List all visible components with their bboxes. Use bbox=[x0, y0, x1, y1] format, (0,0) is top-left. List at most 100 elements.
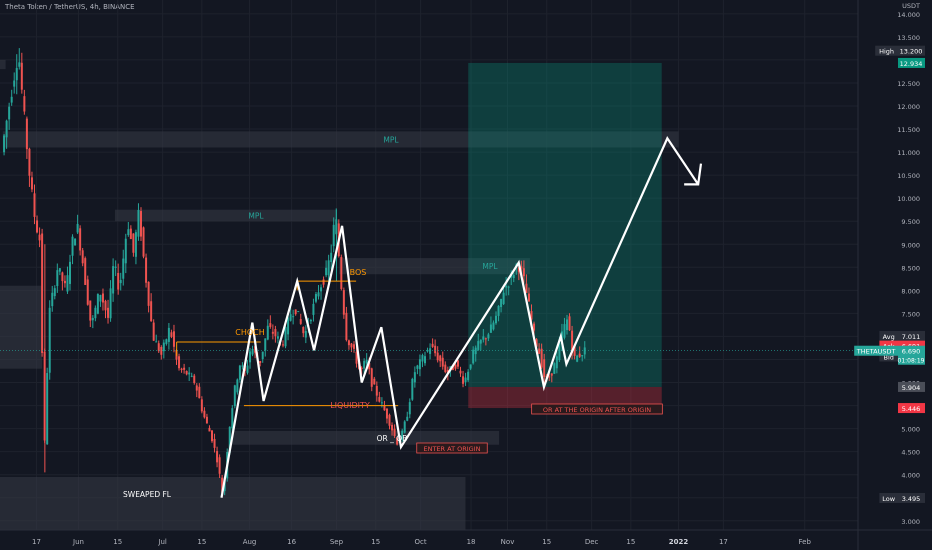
candle-body bbox=[134, 232, 137, 257]
candle-body bbox=[238, 365, 241, 380]
candle-body bbox=[264, 338, 267, 351]
projection-arrow-head bbox=[684, 163, 703, 186]
candle-body bbox=[548, 376, 551, 378]
candle-body bbox=[555, 356, 558, 369]
candle-body bbox=[132, 233, 135, 253]
candle-body bbox=[558, 342, 561, 361]
candle-body bbox=[538, 348, 541, 354]
candle-body bbox=[56, 270, 59, 287]
candle-body bbox=[477, 341, 480, 350]
x-tick-label: Nov bbox=[501, 538, 515, 546]
candle-body bbox=[507, 286, 510, 288]
candle-body bbox=[188, 372, 191, 375]
candle-body bbox=[525, 283, 528, 294]
candle-body bbox=[320, 287, 323, 292]
candle-body bbox=[112, 266, 115, 294]
zone-label: MPL bbox=[248, 211, 264, 220]
candle-body bbox=[317, 292, 320, 297]
candle-body bbox=[170, 332, 173, 337]
y-tick-label: 3.000 bbox=[901, 518, 920, 526]
candle-body bbox=[378, 397, 381, 402]
candle-body bbox=[340, 257, 343, 289]
x-tick-label: 15 bbox=[542, 538, 551, 546]
candle-body bbox=[76, 223, 79, 233]
candle-body bbox=[15, 68, 18, 81]
candle-body bbox=[393, 428, 396, 436]
candle-body bbox=[259, 360, 262, 364]
axis-tag-label-bg bbox=[875, 45, 898, 56]
y-tick-label: 4.000 bbox=[901, 472, 920, 480]
candle-body bbox=[122, 258, 125, 279]
candle-body bbox=[403, 421, 406, 433]
candle-body bbox=[104, 300, 107, 311]
candle-body bbox=[322, 279, 325, 285]
candle-body bbox=[66, 275, 69, 292]
candle-body bbox=[58, 268, 61, 272]
candle-body bbox=[396, 437, 399, 445]
candle-body bbox=[261, 351, 264, 360]
candle-body bbox=[276, 336, 279, 339]
zone-sweaped-fl bbox=[0, 477, 466, 530]
candle-body bbox=[249, 351, 252, 363]
candle-body bbox=[271, 331, 274, 334]
candle-body bbox=[140, 211, 143, 237]
y-tick-label: 9.000 bbox=[901, 241, 920, 249]
candle-body bbox=[302, 327, 305, 334]
candle-body bbox=[581, 355, 584, 357]
candle-body bbox=[456, 360, 459, 367]
candle-body bbox=[96, 294, 99, 314]
axis-tag-label-bg bbox=[854, 345, 898, 356]
y-tick-label: 5.000 bbox=[901, 426, 920, 434]
candle-body bbox=[185, 370, 188, 375]
candle-body bbox=[297, 311, 300, 313]
candle-body bbox=[152, 322, 155, 341]
candle-body bbox=[421, 355, 424, 362]
position-target-zone bbox=[468, 62, 662, 387]
axis-tag-label-bg bbox=[879, 351, 898, 362]
candles bbox=[3, 48, 586, 496]
candle-body bbox=[241, 365, 244, 367]
candle-body bbox=[363, 360, 366, 369]
candle-body bbox=[350, 343, 353, 348]
candle-body bbox=[114, 266, 117, 268]
candle-body bbox=[566, 319, 569, 331]
y-tick-label: 11.000 bbox=[897, 149, 920, 157]
candle-body bbox=[500, 298, 503, 308]
candle-body bbox=[28, 148, 31, 176]
candle-body bbox=[218, 457, 221, 474]
position-stop-zone bbox=[468, 386, 662, 409]
candle-body bbox=[172, 331, 175, 347]
candle-body bbox=[418, 359, 421, 370]
candle-body bbox=[162, 342, 165, 352]
axis-tag-value: 13.200 bbox=[900, 48, 923, 56]
candle-body bbox=[18, 62, 21, 67]
candle-body bbox=[147, 281, 150, 306]
x-tick-label: 2022 bbox=[669, 538, 689, 546]
axis-tag-label-bg bbox=[879, 340, 898, 351]
candle-body bbox=[309, 319, 312, 322]
candle-body bbox=[355, 351, 358, 364]
candle-body bbox=[193, 375, 196, 383]
candle-body bbox=[203, 410, 206, 418]
candle-body bbox=[10, 96, 13, 103]
candle-body bbox=[292, 316, 295, 318]
candle-body bbox=[145, 257, 148, 283]
axis-tag-bg bbox=[898, 45, 925, 56]
candle-body bbox=[388, 414, 391, 426]
zone-label: MPL bbox=[482, 262, 498, 271]
axis-tag-value: 12.934 bbox=[900, 60, 923, 68]
candle-body bbox=[312, 303, 315, 315]
candle-body bbox=[540, 348, 543, 368]
axis-tag-value: 5.446 bbox=[902, 405, 921, 413]
candle-body bbox=[117, 273, 120, 290]
candle-body bbox=[282, 344, 285, 346]
candle-body bbox=[571, 330, 574, 354]
x-tick-label: 18 bbox=[467, 538, 476, 546]
candle-body bbox=[61, 272, 64, 282]
countdown: 01:08:19 bbox=[898, 358, 925, 365]
candle-body bbox=[63, 280, 66, 284]
x-tick-label: 15 bbox=[197, 538, 206, 546]
axis-tag-value: 5.904 bbox=[902, 384, 921, 392]
candle-body bbox=[84, 258, 87, 285]
